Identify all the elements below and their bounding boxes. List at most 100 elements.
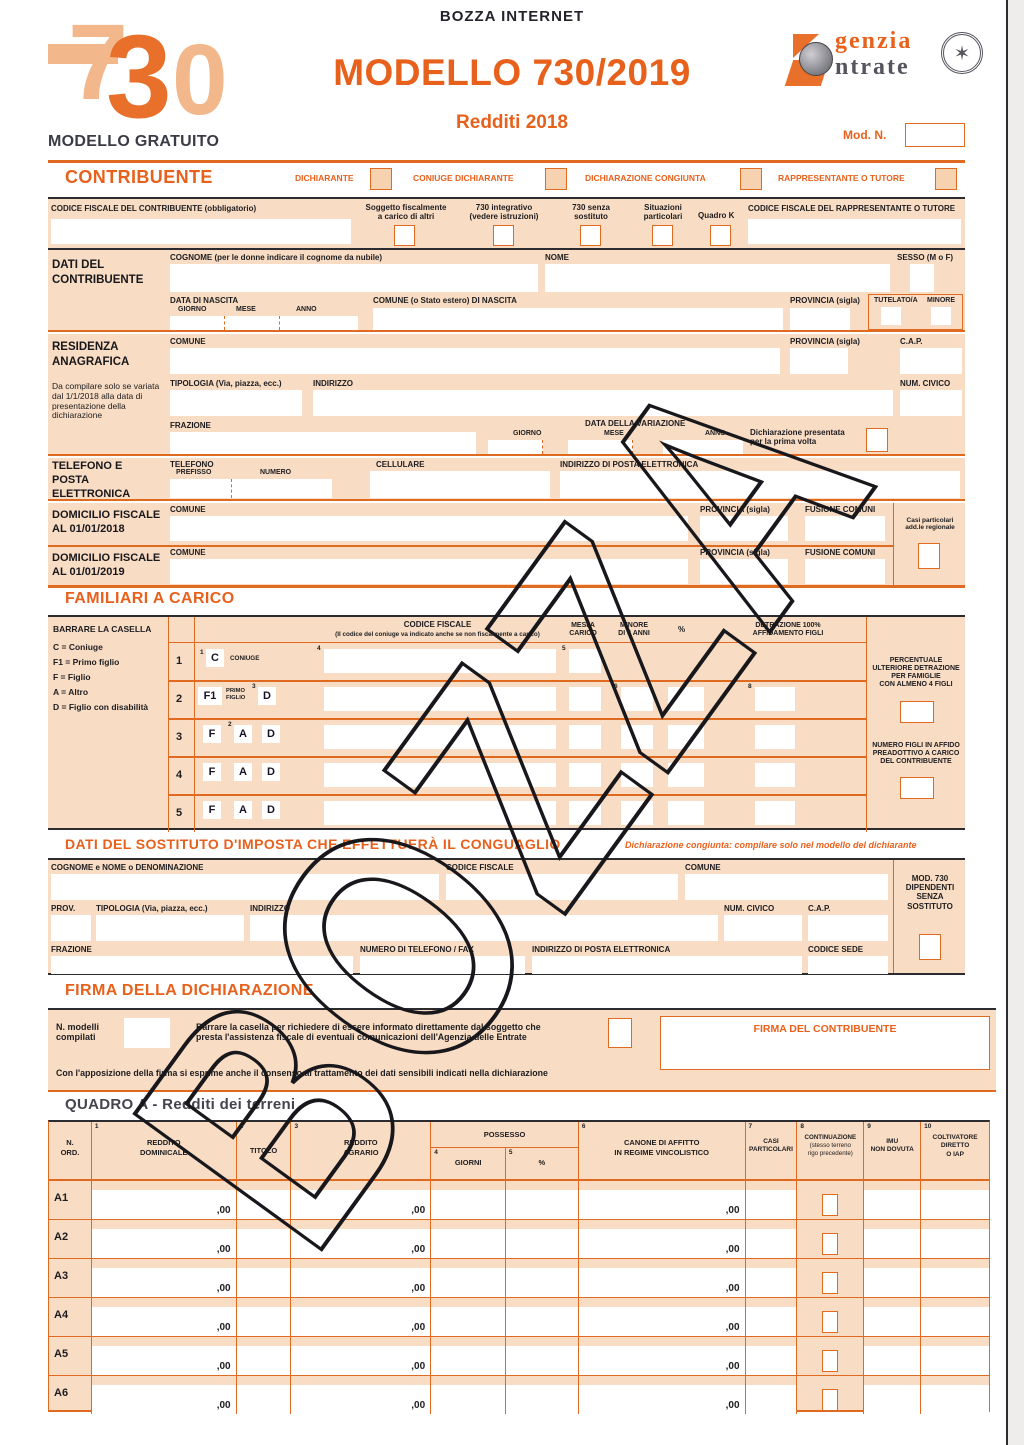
qa-a2-agrario-input[interactable] [291, 1229, 431, 1258]
qa-a2-imu-input[interactable] [864, 1229, 921, 1258]
flag-dichiarante-checkbox[interactable] [370, 168, 392, 190]
qa-a5-agrario-input[interactable] [291, 1346, 431, 1375]
res-comune-input[interactable] [170, 348, 780, 374]
mod-n-input[interactable] [905, 123, 965, 147]
qa-a6-giorni-input[interactable] [431, 1385, 506, 1414]
qa-a1-continuazione-checkbox[interactable] [822, 1194, 839, 1216]
qa-a5-casi-input[interactable] [745, 1346, 797, 1375]
qa-a3-continuazione-checkbox[interactable] [822, 1272, 839, 1294]
sost-codice-sede-input[interactable] [808, 956, 888, 974]
qa-a1-imu-input[interactable] [864, 1190, 921, 1219]
qa-a3-canone-input[interactable] [578, 1268, 745, 1297]
fam-row3-mesi-input[interactable] [569, 725, 601, 749]
res-frazione-input[interactable] [170, 432, 476, 454]
fam-row1-c-checkbox[interactable]: C [206, 649, 224, 667]
qa-a6-continuazione-checkbox[interactable] [822, 1389, 839, 1411]
email-input[interactable] [560, 471, 960, 498]
qa-a3-giorni-input[interactable] [431, 1268, 506, 1297]
chk-soggetto-checkbox[interactable] [394, 225, 415, 246]
flag-coniuge-checkbox[interactable] [545, 168, 567, 190]
dom18-comune-input[interactable] [170, 516, 688, 541]
qa-a4-agrario-input[interactable] [291, 1307, 431, 1336]
fam-row5-mesi-input[interactable] [569, 801, 601, 825]
qa-a4-giorni-input[interactable] [431, 1307, 506, 1336]
sost-email-input[interactable] [532, 956, 802, 974]
qa-a2-dominicale-input[interactable] [91, 1229, 236, 1258]
var-mese-input[interactable] [568, 440, 633, 454]
sost-cf-input[interactable] [446, 874, 678, 900]
qa-a1-coltivatore-input[interactable] [921, 1190, 989, 1219]
sost-cap-input[interactable] [808, 915, 888, 941]
qa-a4-imu-input[interactable] [864, 1307, 921, 1336]
qa-a2-casi-input[interactable] [745, 1229, 797, 1258]
fam-row1-mesi-input[interactable] [569, 649, 601, 673]
qa-a1-pct-input[interactable] [506, 1190, 578, 1219]
cf-contribuente-input[interactable] [51, 219, 351, 244]
fam-row4-f-checkbox[interactable]: F [203, 763, 221, 781]
sost-num-civico-input[interactable] [724, 915, 802, 941]
qa-a3-dominicale-input[interactable] [91, 1268, 236, 1297]
sesso-input[interactable] [910, 264, 934, 292]
qa-a1-casi-input[interactable] [745, 1190, 797, 1219]
fam-right-percentuale-input[interactable] [900, 701, 934, 723]
qa-a3-agrario-input[interactable] [291, 1268, 431, 1297]
qa-a6-canone-input[interactable] [578, 1385, 745, 1414]
res-num-civico-input[interactable] [900, 390, 962, 416]
qa-a2-pct-input[interactable] [506, 1229, 578, 1258]
qa-a4-coltivatore-input[interactable] [921, 1307, 989, 1336]
qa-a4-continuazione-checkbox[interactable] [822, 1311, 839, 1333]
fam-row2-f1-checkbox[interactable]: F1 [198, 687, 222, 705]
fam-row3-d-checkbox[interactable]: D [262, 725, 280, 743]
qa-a4-titolo-input[interactable] [236, 1307, 291, 1336]
qa-a4-pct-input[interactable] [506, 1307, 578, 1336]
fam-row3-a-checkbox[interactable]: A [234, 725, 252, 743]
fam-row5-minore-input[interactable] [621, 801, 653, 825]
qa-a6-agrario-input[interactable] [291, 1385, 431, 1414]
qa-a3-casi-input[interactable] [745, 1268, 797, 1297]
res-tipologia-input[interactable] [170, 390, 302, 416]
chk-integrativo-checkbox[interactable] [493, 225, 514, 246]
qa-a2-continuazione-checkbox[interactable] [822, 1233, 839, 1255]
sost-cognome-input[interactable] [51, 874, 439, 900]
fam-right-affido-input[interactable] [900, 777, 934, 799]
var-giorno-input[interactable] [488, 440, 543, 454]
qa-a1-titolo-input[interactable] [236, 1190, 291, 1219]
qa-a5-canone-input[interactable] [578, 1346, 745, 1375]
fam-row4-a-checkbox[interactable]: A [234, 763, 252, 781]
fam-row1-cf-input[interactable] [324, 649, 556, 673]
flag-rappresentante-checkbox[interactable] [935, 168, 957, 190]
fam-row2-detrazione-input[interactable] [755, 687, 795, 711]
qa-a6-imu-input[interactable] [864, 1385, 921, 1414]
nome-input[interactable] [545, 264, 890, 292]
flag-congiunta-checkbox[interactable] [740, 168, 762, 190]
fam-row5-a-checkbox[interactable]: A [234, 801, 252, 819]
qa-a6-dominicale-input[interactable] [91, 1385, 236, 1414]
sost-comune-input[interactable] [685, 874, 888, 900]
dom18-provincia-input[interactable] [700, 516, 788, 541]
fam-row3-f-checkbox[interactable]: F [203, 725, 221, 743]
cognome-input[interactable] [170, 264, 538, 292]
qa-a6-pct-input[interactable] [506, 1385, 578, 1414]
sost-tipologia-input[interactable] [96, 915, 244, 941]
qa-a5-pct-input[interactable] [506, 1346, 578, 1375]
chk-quadro-k-checkbox[interactable] [710, 225, 731, 246]
qa-a2-coltivatore-input[interactable] [921, 1229, 989, 1258]
anno-input[interactable] [280, 316, 358, 330]
n-modelli-input[interactable] [124, 1018, 170, 1048]
minore-checkbox[interactable] [931, 307, 951, 325]
qa-a5-imu-input[interactable] [864, 1346, 921, 1375]
qa-a5-continuazione-checkbox[interactable] [822, 1350, 839, 1372]
fam-row4-detrazione-input[interactable] [755, 763, 795, 787]
qa-a4-dominicale-input[interactable] [91, 1307, 236, 1336]
fam-row5-pct-input[interactable] [668, 801, 704, 825]
qa-a5-titolo-input[interactable] [236, 1346, 291, 1375]
dom18-fusione-input[interactable] [805, 516, 885, 541]
fam-row4-cf-input[interactable] [324, 763, 556, 787]
sost-frazione-input[interactable] [51, 956, 353, 974]
qa-a4-casi-input[interactable] [745, 1307, 797, 1336]
fam-row4-d-checkbox[interactable]: D [262, 763, 280, 781]
fam-row4-pct-input[interactable] [668, 763, 704, 787]
cf-rappresentante-input[interactable] [748, 219, 961, 244]
sost-indirizzo-input[interactable] [250, 915, 718, 941]
comune-nascita-input[interactable] [373, 308, 783, 330]
